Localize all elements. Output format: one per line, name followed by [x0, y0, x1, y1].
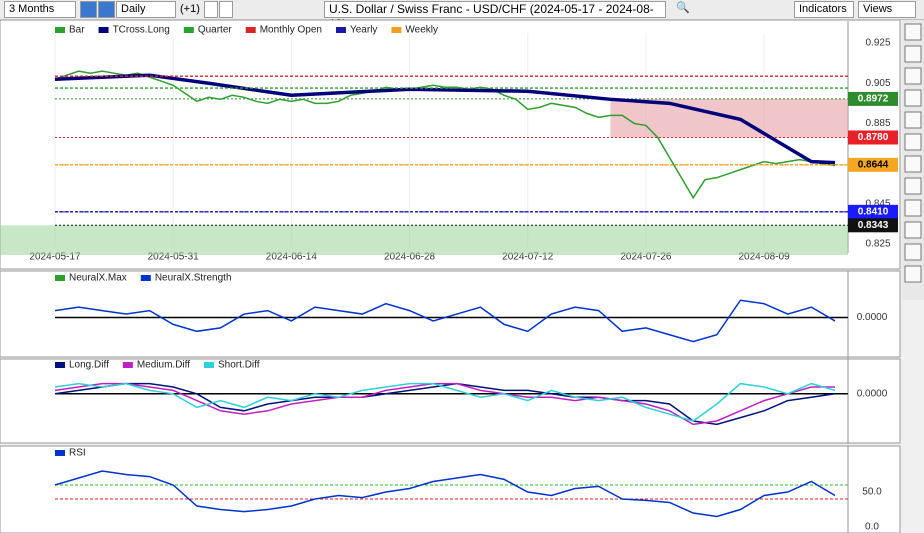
tool-button — [904, 177, 922, 195]
legend-label: Bar — [69, 25, 85, 36]
tool-button — [904, 199, 922, 217]
zoom-out[interactable] — [98, 1, 115, 18]
legend-swatch — [140, 275, 151, 281]
interval-select[interactable]: Daily — [116, 1, 176, 18]
legend-swatch — [55, 362, 65, 368]
price-badge — [848, 204, 898, 219]
legend-swatch — [183, 27, 194, 33]
y-tick-label: 0.845 — [865, 198, 890, 209]
add[interactable] — [204, 1, 218, 18]
series-line — [54, 470, 836, 518]
symbol-title[interactable]: U.S. Dollar / Swiss Franc - USD/CHF (202… — [324, 1, 666, 31]
y-tick-label: 0.825 — [865, 239, 890, 250]
series-line — [54, 382, 836, 422]
price-badge-label: 0.8780 — [858, 132, 889, 143]
price-badge-label: 0.8343 — [858, 220, 889, 231]
legend-label: Monthly Open — [260, 25, 322, 36]
indicators-button[interactable]: Indicators — [794, 1, 854, 18]
support-zone — [0, 225, 848, 255]
tool-button — [904, 133, 922, 151]
series-line — [54, 70, 836, 200]
toolbar: 3 Months Daily (+1) U.S. Dollar / Swiss … — [0, 0, 924, 31]
x-tick-label: 2024-07-12 — [502, 252, 554, 263]
price-badge — [848, 157, 898, 172]
x-tick-label: 2024-06-14 — [266, 252, 318, 263]
legend-label: Short.Diff — [218, 360, 260, 371]
y-tick-label: 0.925 — [865, 38, 890, 49]
x-tick-label: 2024-07-26 — [620, 252, 672, 263]
y-tick-label: 0.0000 — [857, 388, 888, 399]
x-tick-label: 2024-06-28 — [384, 252, 436, 263]
series-line — [54, 299, 836, 343]
tool-button — [904, 265, 922, 283]
legend-swatch — [98, 27, 109, 33]
search[interactable]: 🔍 — [676, 2, 690, 14]
legend-label: NeuralX.Max — [69, 273, 127, 284]
legend-swatch — [55, 450, 65, 456]
legend-swatch — [122, 362, 133, 368]
tool-button — [904, 111, 922, 129]
y-tick-label: 0.0 — [865, 522, 879, 533]
range-select[interactable]: 3 Months — [4, 1, 76, 18]
y-tick-label: 0.905 — [865, 78, 890, 89]
legend-label: NeuralX.Strength — [155, 273, 232, 284]
price-badge-label: 0.8644 — [858, 159, 889, 170]
legend-label: RSI — [69, 448, 86, 459]
tool-button — [904, 243, 922, 261]
legend-swatch — [245, 27, 256, 33]
price-badge-label: 0.8410 — [858, 206, 889, 217]
legend-label: TCross.Long — [113, 25, 170, 36]
tool-button — [904, 221, 922, 239]
legend-swatch — [204, 362, 215, 368]
legend-label: Yearly — [350, 25, 377, 36]
y-tick-label: 50.0 — [862, 487, 882, 498]
series-line — [54, 73, 836, 165]
tool-button — [904, 23, 922, 41]
legend-label: Medium.Diff — [137, 360, 190, 371]
legend-label: Quarter — [198, 25, 233, 36]
legend-label: Weekly — [405, 25, 438, 36]
y-tick-label: 0.885 — [865, 118, 890, 129]
price-badge — [848, 218, 898, 233]
zoom-in[interactable] — [80, 1, 97, 18]
diff-panel — [0, 358, 901, 444]
chart: 0.925 0.905 0.885 0.845 0.825 2024-05-17 2024-… — [0, 20, 924, 533]
tool-button — [904, 155, 922, 173]
price-badge — [848, 91, 898, 106]
price-badge — [848, 130, 898, 145]
price-badge-label: 0.8972 — [858, 94, 889, 105]
remove[interactable] — [219, 1, 233, 18]
views-button[interactable]: Views — [858, 1, 916, 18]
tool-button — [904, 45, 922, 63]
x-tick-label: 2024-05-31 — [148, 252, 200, 263]
x-tick-label: 2024-05-17 — [29, 252, 81, 263]
y-tick-label: 0.0000 — [857, 312, 888, 323]
tool-button — [904, 67, 922, 85]
offset: (+1) — [180, 3, 200, 15]
neural-panel — [0, 270, 901, 358]
legend-swatch — [55, 275, 65, 281]
tool-button — [904, 89, 922, 107]
series-line — [54, 382, 835, 426]
rsi-panel — [0, 445, 901, 533]
legend-swatch — [335, 27, 346, 33]
legend-swatch — [55, 27, 65, 33]
legend-swatch — [391, 27, 402, 33]
x-tick-label: 2024-08-09 — [739, 252, 791, 263]
legend-label: Long.Diff — [69, 360, 109, 371]
